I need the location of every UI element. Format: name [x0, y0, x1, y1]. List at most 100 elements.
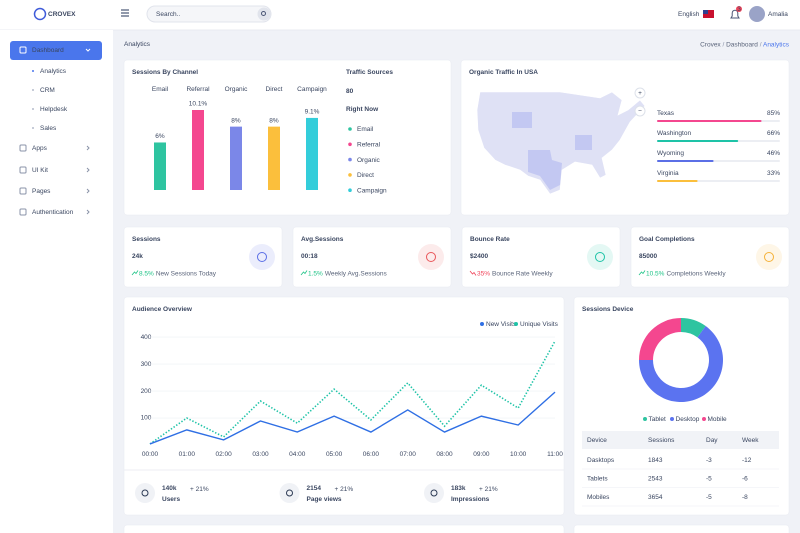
submenu-item[interactable]: Analytics: [40, 68, 67, 75]
table-cell: -5: [706, 494, 712, 501]
breadcrumb-separator: /: [721, 41, 726, 48]
zoom-button[interactable]: [634, 105, 646, 117]
table-cell: -12: [742, 457, 752, 464]
submenu-dot: [32, 89, 34, 91]
flag: [703, 10, 714, 18]
x-tick-label: 11:00: [547, 451, 563, 458]
menu-item[interactable]: Pages: [32, 188, 51, 195]
bar: [230, 126, 242, 190]
language[interactable]: English: [678, 11, 700, 18]
change-value: 8.5%: [139, 270, 154, 277]
breadcrumb-item[interactable]: Analytics: [763, 41, 790, 48]
submenu-item[interactable]: Helpdesk: [40, 106, 68, 113]
menu-icon: [19, 166, 27, 174]
summary-icon-bg: [279, 483, 300, 503]
table-cell: -6: [742, 476, 748, 483]
bar: [657, 180, 698, 182]
x-tick-label: 03:00: [252, 451, 269, 458]
change-value: 1.5%: [308, 270, 323, 277]
donut-segment: [681, 318, 706, 338]
sidebar: [0, 30, 113, 533]
summary-label: Users: [162, 496, 180, 503]
search-placeholder: Search..: [156, 11, 180, 18]
table-header-cell: Sessions: [648, 437, 675, 444]
stat-title: Sessions: [132, 236, 161, 243]
legend-label: Direct: [357, 172, 374, 179]
legend-dot: [643, 417, 647, 421]
card-title: Traffic Sources: [346, 69, 393, 76]
value-label: 33%: [767, 170, 780, 177]
stat-title: Bounce Rate: [470, 236, 510, 243]
search-box[interactable]: [146, 5, 272, 23]
value-label: 66%: [767, 130, 780, 137]
state-label: Wyoming: [657, 150, 684, 157]
user-name: Amalia: [768, 11, 788, 18]
state-label: Washington: [657, 130, 691, 137]
avatar[interactable]: [749, 6, 765, 22]
zoom-icon: +: [638, 90, 642, 97]
bar: [154, 142, 166, 190]
stat-icon: [764, 252, 774, 262]
card-title: Audience Overview: [132, 306, 193, 313]
line-series: [149, 391, 556, 445]
value-label: 6%: [155, 133, 165, 140]
chevron: [86, 167, 90, 173]
summary-change: + 21%: [479, 486, 498, 493]
value-label: 9.1%: [305, 109, 320, 116]
table-cell: 3654: [648, 494, 663, 501]
menu-item[interactable]: UI Kit: [32, 167, 48, 174]
x-tick-label: 00:00: [142, 451, 159, 458]
legend-dot: [348, 127, 352, 131]
subtitle: Right Now: [346, 106, 379, 113]
value-label: 10.1%: [189, 101, 208, 108]
summary-value: 183k: [451, 485, 466, 492]
menu-icon: [19, 208, 27, 216]
legend-label: Tablet: [649, 416, 667, 423]
breadcrumb-item[interactable]: Dashboard: [726, 41, 758, 48]
search-button[interactable]: [257, 7, 271, 21]
y-tick-label: 100: [141, 415, 152, 422]
breadcrumb-separator: /: [758, 41, 763, 48]
summary-icon-bg: [135, 483, 155, 503]
breadcrumb-item[interactable]: Crovex: [700, 41, 721, 48]
card: [123, 59, 452, 216]
summary-change: + 21%: [335, 486, 354, 493]
summary-icon: [141, 489, 149, 497]
y-tick-label: 200: [141, 388, 152, 395]
submenu-item[interactable]: Sales: [40, 125, 57, 132]
donut-segment: [639, 326, 724, 403]
table-cell: 1843: [648, 457, 663, 464]
legend-dot: [670, 417, 674, 421]
legend-label: Desktop: [676, 416, 700, 423]
bar: [192, 110, 204, 190]
legend-label: Referral: [357, 142, 381, 149]
card: [123, 226, 283, 288]
chevron: [86, 209, 90, 215]
bell-icon[interactable]: [730, 9, 740, 19]
summary-value: 2154: [307, 485, 322, 492]
category-label: Direct: [266, 86, 283, 93]
card-title: Organic Traffic In USA: [469, 69, 538, 76]
menu-item[interactable]: Authentication: [32, 209, 74, 216]
stat-value: $2400: [470, 253, 488, 260]
legend-dot: [348, 188, 352, 192]
x-tick-label: 10:00: [510, 451, 527, 458]
state-highlight: [512, 112, 532, 128]
stat-icon-bg: [756, 244, 782, 270]
traffic-value: 80: [346, 88, 354, 95]
menu-item[interactable]: Dashboard: [32, 47, 64, 54]
submenu-item[interactable]: CRM: [40, 87, 55, 94]
category-label: Email: [152, 86, 169, 93]
card: [573, 524, 790, 533]
zoom-button[interactable]: [634, 87, 646, 99]
trend-arrow: [469, 270, 477, 276]
change-note: Completions Weekly: [666, 270, 726, 277]
category-label: Organic: [225, 86, 249, 93]
change-note: Weekly Avg.Sessions: [325, 270, 388, 277]
brand: CROVEX: [48, 11, 76, 18]
menu-item[interactable]: Apps: [32, 145, 48, 152]
page-title: Analytics: [124, 41, 151, 48]
state-highlight: [528, 150, 562, 190]
x-tick-label: 08:00: [436, 451, 453, 458]
